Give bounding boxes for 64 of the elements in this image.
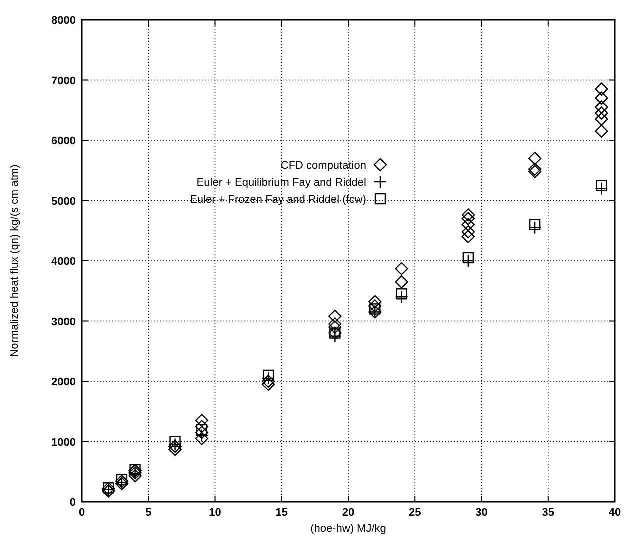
point bbox=[116, 474, 128, 486]
point bbox=[462, 225, 476, 239]
point bbox=[595, 106, 608, 120]
y-axis-title: Normalized heat flux (qn) kg/(s cm atm) bbox=[9, 164, 21, 358]
point bbox=[462, 212, 476, 226]
x-tick-label: 25 bbox=[409, 507, 422, 519]
x-tick-label: 35 bbox=[542, 507, 554, 519]
legend-label: Euler + Equilibrium Fay and Riddel bbox=[196, 177, 366, 189]
point bbox=[528, 162, 542, 176]
point bbox=[462, 252, 474, 264]
y-tick-label: 4000 bbox=[52, 256, 76, 268]
point bbox=[528, 165, 542, 178]
point bbox=[595, 182, 608, 196]
point bbox=[395, 290, 408, 304]
point bbox=[128, 469, 142, 483]
point bbox=[462, 208, 476, 222]
legend-label: CFD computation bbox=[280, 160, 366, 172]
x-axis-title: (hoe-hw) MJ/kg bbox=[310, 523, 386, 535]
point bbox=[395, 262, 408, 276]
x-tick-label: 30 bbox=[476, 507, 488, 519]
point bbox=[196, 424, 208, 436]
point bbox=[462, 254, 476, 268]
point bbox=[262, 374, 276, 388]
point bbox=[595, 112, 608, 126]
legend-label: Euler + Frozen Fay and Riddel (fcw) bbox=[190, 194, 366, 206]
y-tick-label: 8000 bbox=[52, 15, 76, 27]
x-tick-label: 15 bbox=[276, 507, 288, 519]
point bbox=[528, 221, 542, 234]
point bbox=[195, 420, 209, 434]
point bbox=[195, 432, 209, 446]
y-tick-label: 5000 bbox=[52, 196, 76, 208]
point bbox=[368, 300, 382, 313]
point bbox=[595, 100, 608, 114]
y-tick-label: 2000 bbox=[52, 376, 76, 388]
y-tick-label: 7000 bbox=[52, 75, 76, 88]
x-tick-label: 20 bbox=[342, 507, 355, 519]
point bbox=[395, 275, 408, 289]
x-tick-label: 0 bbox=[78, 507, 86, 519]
point bbox=[328, 310, 342, 324]
point bbox=[368, 295, 382, 309]
point bbox=[328, 318, 342, 331]
point bbox=[462, 218, 476, 232]
y-tick-label: 1000 bbox=[52, 436, 76, 449]
y-tick-label: 0 bbox=[70, 497, 76, 509]
point bbox=[328, 320, 342, 334]
point bbox=[195, 414, 209, 428]
y-tick-label: 3000 bbox=[52, 316, 76, 328]
point bbox=[170, 436, 181, 448]
point bbox=[462, 230, 476, 244]
point bbox=[195, 426, 209, 440]
point bbox=[262, 378, 276, 392]
point bbox=[262, 370, 274, 382]
x-tick-label: 40 bbox=[608, 507, 622, 519]
point bbox=[396, 288, 408, 300]
point bbox=[595, 82, 608, 96]
point bbox=[529, 219, 541, 230]
point bbox=[596, 180, 608, 192]
x-tick-label: 10 bbox=[209, 507, 222, 519]
y-tick-label: 6000 bbox=[52, 136, 76, 148]
point bbox=[168, 442, 182, 456]
point bbox=[528, 152, 542, 166]
point bbox=[595, 92, 608, 105]
x-tick-label: 5 bbox=[146, 507, 152, 519]
point bbox=[595, 124, 608, 138]
